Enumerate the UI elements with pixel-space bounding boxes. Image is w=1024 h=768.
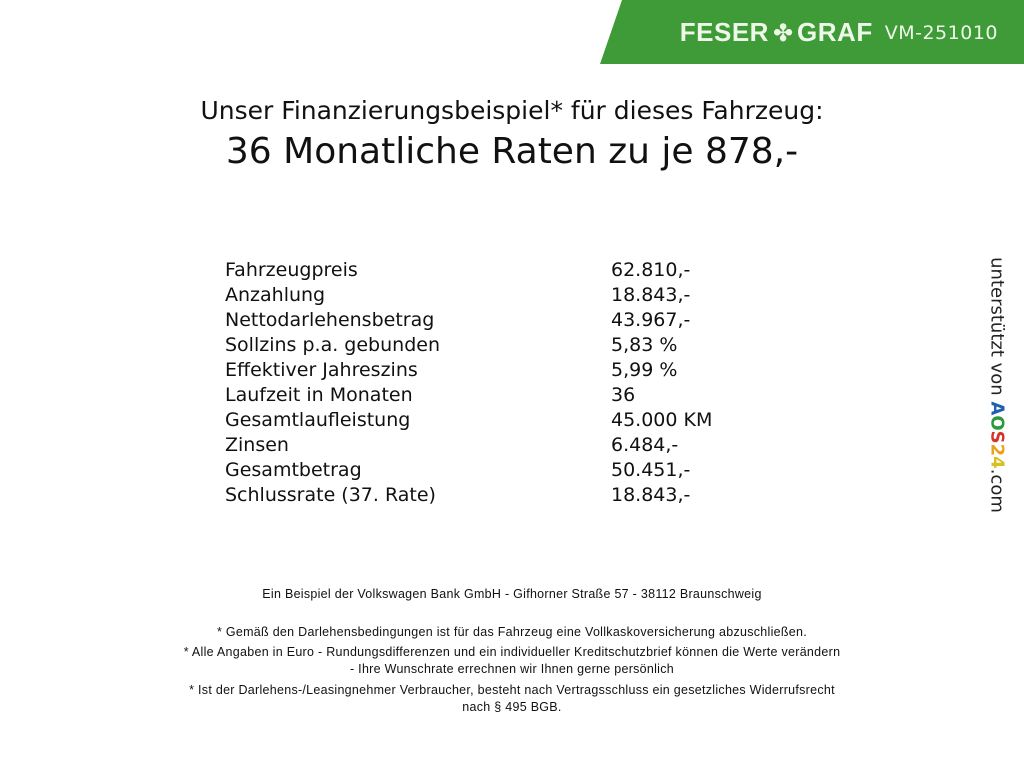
- row-value: 5,83 %: [611, 334, 678, 356]
- row-value: 18.843,-: [611, 484, 691, 506]
- financing-table: Fahrzeugpreis 62.810,- Anzahlung 18.843,- …: [225, 258, 712, 508]
- supported-by: unterstützt von AOS24.com: [987, 257, 1008, 513]
- footer-note-1: * Gemäß den Darlehensbedingungen ist für…: [216, 624, 807, 639]
- table-row: Fahrzeugpreis 62.810,-: [225, 258, 712, 283]
- row-label: Fahrzeugpreis: [225, 259, 358, 281]
- brand-banner: FESER ✤ GRAF VM-251010: [600, 0, 1024, 64]
- table-row: Nettodarlehensbetrag 43.967,-: [225, 308, 712, 333]
- brand-name-left: FESER: [679, 17, 769, 47]
- row-value: 50.451,-: [611, 459, 691, 481]
- row-value: 5,99 %: [611, 359, 678, 381]
- footer-note-3b: nach § 495 BGB.: [462, 699, 562, 714]
- row-value: 18.843,-: [611, 284, 691, 306]
- row-value: 45.000 KM: [611, 409, 713, 431]
- table-row: Schlussrate (37. Rate) 18.843,-: [225, 483, 712, 508]
- footer-note-2b: - Ihre Wunschrate errechnen wir Ihnen ge…: [349, 661, 675, 676]
- heading-rate: 36 Monatliche Raten zu je 878,-: [225, 131, 799, 172]
- table-row: Zinsen 6.484,-: [225, 433, 712, 458]
- table-row: Effektiver Jahreszins 5,99 %: [225, 358, 712, 383]
- footer-note-2a: * Alle Angaben in Euro - Rundungsdiffere…: [183, 644, 841, 659]
- row-label: Zinsen: [225, 434, 289, 456]
- row-label: Nettodarlehensbetrag: [225, 309, 435, 331]
- table-row: Laufzeit in Monaten 36: [225, 383, 712, 408]
- row-label: Sollzins p.a. gebunden: [225, 334, 440, 356]
- table-row: Gesamtlaufleistung 45.000 KM: [225, 408, 712, 433]
- row-label: Gesamtbetrag: [225, 459, 362, 481]
- aos24-logo: AOS24: [986, 401, 1008, 469]
- vehicle-code: VM-251010: [884, 21, 998, 44]
- row-label: Effektiver Jahreszins: [225, 359, 418, 381]
- table-row: Gesamtbetrag 50.451,-: [225, 458, 712, 483]
- row-label: Anzahlung: [225, 284, 326, 306]
- brand-name-right: GRAF: [797, 17, 873, 47]
- footer-bank: Ein Beispiel der Volkswagen Bank GmbH - …: [262, 586, 762, 601]
- row-label: Schlussrate (37. Rate): [225, 484, 436, 506]
- row-label: Gesamtlaufleistung: [225, 409, 411, 431]
- row-value: 43.967,-: [611, 309, 691, 331]
- row-value: 62.810,-: [611, 259, 691, 281]
- table-row: Sollzins p.a. gebunden 5,83 %: [225, 333, 712, 358]
- clover-icon: ✤: [772, 18, 794, 47]
- footer-note-3a: * Ist der Darlehens-/Leasingnehmer Verbr…: [189, 682, 835, 697]
- row-label: Laufzeit in Monaten: [225, 384, 413, 406]
- row-value: 36: [611, 384, 636, 406]
- row-value: 6.484,-: [611, 434, 679, 456]
- supported-by-text: unterstützt von: [986, 257, 1008, 396]
- table-row: Anzahlung 18.843,-: [225, 283, 712, 308]
- supported-by-domain: .com: [986, 468, 1008, 513]
- heading-intro: Unser Finanzierungsbeispiel* für dieses …: [200, 96, 824, 125]
